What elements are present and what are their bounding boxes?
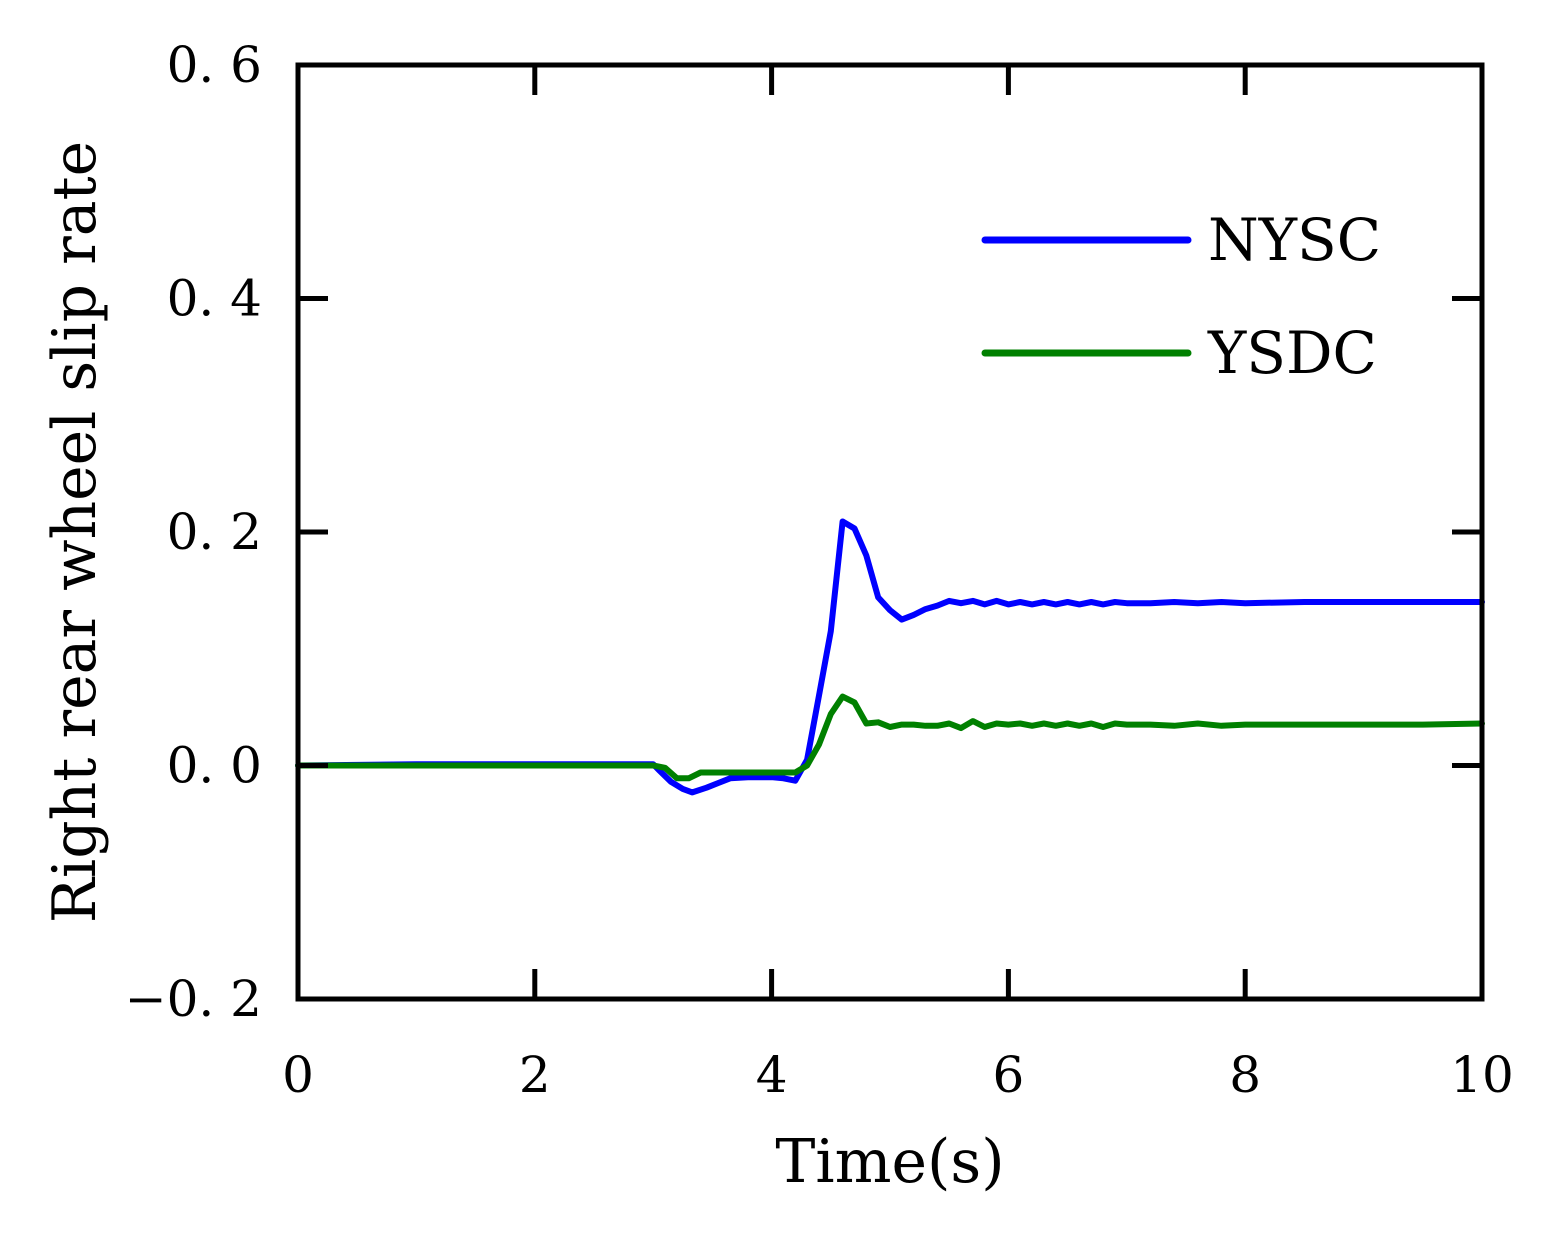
x-tick-label: 6 — [992, 1046, 1024, 1104]
x-tick-label: 10 — [1450, 1046, 1514, 1104]
y-tick-label: 0. 0 — [167, 737, 262, 795]
plot-lines — [295, 518, 1485, 796]
x-tick-label: 4 — [756, 1046, 788, 1104]
y-axis-label: Right rear wheel slip rate — [40, 141, 110, 923]
tick-labels: 0 2 4 6 8 10 −0. 2 0. 0 0. 2 0. 4 0. 6 — [125, 36, 1514, 1104]
series-line-nysc — [295, 518, 1485, 796]
x-tick-label: 0 — [282, 1046, 314, 1104]
y-tick-label: −0. 2 — [125, 970, 262, 1028]
legend: NYSC YSDC — [981, 206, 1381, 387]
y-tick-label: 0. 4 — [167, 270, 262, 328]
legend-label-ysdc: YSDC — [1207, 319, 1377, 387]
series-line-ysdc — [295, 693, 1485, 782]
y-tick-label: 0. 2 — [167, 503, 262, 561]
legend-label-nysc: NYSC — [1208, 206, 1381, 274]
x-axis-label: Time(s) — [775, 1127, 1004, 1197]
y-tick-label: 0. 6 — [167, 36, 262, 94]
ticks — [295, 62, 1485, 1002]
x-tick-label: 8 — [1229, 1046, 1261, 1104]
x-tick-label: 2 — [519, 1046, 551, 1104]
